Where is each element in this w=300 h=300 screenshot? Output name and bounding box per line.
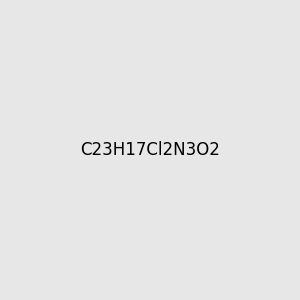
Text: C23H17Cl2N3O2: C23H17Cl2N3O2 (80, 141, 220, 159)
